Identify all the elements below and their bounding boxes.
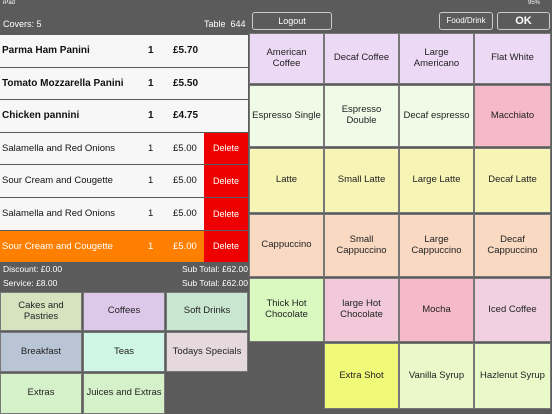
subtotal: Sub Total: £62.00 [181, 278, 248, 288]
item-price: £5.00 [173, 142, 197, 154]
product-button[interactable]: American Coffee [249, 33, 324, 84]
item-price: £5.50 [173, 77, 199, 89]
product-button[interactable]: Latte [249, 148, 324, 213]
category-button[interactable]: Extras [0, 373, 82, 414]
category-button[interactable]: Todays Specials [166, 332, 248, 372]
item-price: £5.70 [173, 45, 199, 56]
item-qty: 1 [148, 208, 154, 219]
item-qty: 1 [148, 175, 154, 187]
item-qty: 1 [148, 77, 154, 89]
category-button[interactable]: Cakes and Pastries [0, 292, 82, 331]
status-battery: 95% [527, 0, 540, 6]
discount: Discount: £0.00 [3, 264, 63, 274]
food-drink-button[interactable]: Food/Drink [439, 12, 493, 30]
service: Service: £8.00 [3, 278, 58, 288]
product-button[interactable]: Decaf Cappuccino [474, 214, 551, 277]
delete-button[interactable]: Delete [204, 165, 248, 197]
product-button[interactable]: Large Cappuccino [399, 214, 474, 277]
logout-button[interactable]: Logout [252, 12, 332, 30]
item-name: Salamella and Red Onions [2, 208, 116, 219]
item-name: Salamella and Red Onions [2, 142, 116, 154]
product-button[interactable]: Small Latte [324, 148, 399, 213]
item-name: Tomato Mozzarella Panini [2, 77, 124, 89]
item-price: £5.00 [173, 240, 197, 252]
item-name: Chicken pannini [2, 110, 80, 122]
product-button[interactable]: Decaf espresso [399, 85, 474, 147]
product-button[interactable]: Small Cappuccino [324, 214, 399, 277]
item-qty: 1 [148, 142, 154, 154]
product-button[interactable]: Iced Coffee [474, 278, 551, 342]
item-qty: 1 [148, 240, 154, 252]
table-number: Table 644 [204, 19, 246, 29]
item-name: Sour Cream and Cougette [2, 240, 113, 252]
ok-button[interactable]: OK [497, 12, 550, 30]
product-button[interactable]: Espresso Double [324, 85, 399, 147]
product-button[interactable]: Extra Shot [324, 343, 399, 409]
category-button[interactable]: Juices and Extras [83, 373, 165, 414]
item-name: Parma Ham Panini [2, 45, 90, 56]
item-price: £4.75 [173, 110, 199, 122]
item-qty: 1 [148, 110, 154, 122]
item-price: £5.00 [173, 208, 197, 219]
covers: Covers: 5 [3, 19, 42, 29]
product-button[interactable]: Macchiato [474, 85, 551, 147]
product-button[interactable]: Decaf Latte [474, 148, 551, 213]
order-row[interactable] [0, 35, 248, 67]
delete-button[interactable]: Delete [204, 132, 248, 165]
product-button[interactable]: Large Latte [399, 148, 474, 213]
product-button[interactable]: Decaf Coffee [324, 33, 399, 84]
product-button[interactable]: Hazlenut Syrup [474, 343, 551, 409]
delete-button[interactable]: Delete [204, 198, 248, 230]
product-button[interactable]: Cappuccino [249, 214, 324, 277]
product-button[interactable]: large Hot Chocolate [324, 278, 399, 342]
status-device: iPad [3, 0, 16, 6]
product-button[interactable]: Large Americano [399, 33, 474, 84]
order-row[interactable] [0, 100, 248, 132]
category-button[interactable]: Soft Drinks [166, 292, 248, 331]
delete-button[interactable]: Delete [204, 230, 248, 263]
product-button[interactable]: Flat White [474, 33, 551, 84]
order-row[interactable] [0, 67, 248, 100]
product-button[interactable]: Thick Hot Chocolate [249, 278, 324, 342]
product-button[interactable]: Vanilla Syrup [399, 343, 474, 409]
item-qty: 1 [148, 45, 154, 56]
product-button[interactable]: Espresso Single [249, 85, 324, 147]
subtotal: Sub Total: £62.00 [181, 264, 248, 274]
category-button[interactable]: Coffees [83, 292, 165, 331]
category-button[interactable]: Teas [83, 332, 165, 372]
category-button[interactable]: Breakfast [0, 332, 82, 372]
item-price: £5.00 [173, 175, 197, 187]
item-name: Sour Cream and Cougette [2, 175, 113, 187]
product-button[interactable]: Mocha [399, 278, 474, 342]
